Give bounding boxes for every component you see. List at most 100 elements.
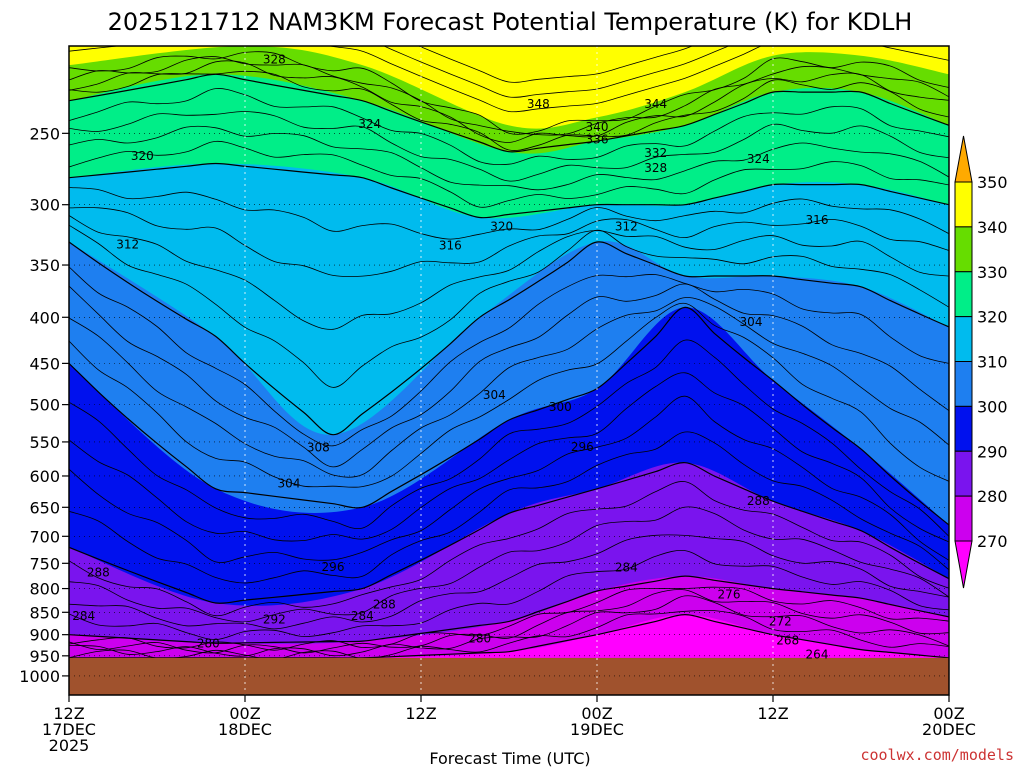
contour-label-336: 336 <box>586 133 609 147</box>
y-tick-label-300: 300 <box>29 196 60 215</box>
y-tick-label-750: 750 <box>29 554 60 573</box>
chart-title: 2025121712 NAM3KM Forecast Potential Tem… <box>108 8 913 36</box>
contour-276 <box>69 589 949 654</box>
contour-label-296: 296 <box>322 560 345 574</box>
contour-label-304: 304 <box>483 388 506 402</box>
x-tick-label-0-2: 2025 <box>49 736 90 755</box>
contour-label-328: 328 <box>644 161 667 175</box>
contour-318 <box>69 187 949 240</box>
contour-label-288: 288 <box>87 566 110 580</box>
contour-320 <box>69 162 949 219</box>
contour-310 <box>69 241 949 436</box>
y-tick-label-500: 500 <box>29 396 60 415</box>
contour-label-284: 284 <box>72 609 95 623</box>
contour-288 <box>69 481 949 617</box>
colorbar-label-310: 310 <box>977 353 1008 372</box>
y-tick-label-250: 250 <box>29 124 60 143</box>
y-tick-label-800: 800 <box>29 580 60 599</box>
contour-label-304: 304 <box>278 477 301 491</box>
contour-272 <box>69 609 949 660</box>
contour-label-324: 324 <box>358 117 381 131</box>
contour-280 <box>69 575 949 644</box>
contour-label-280: 280 <box>197 637 220 651</box>
contour-296 <box>69 372 949 543</box>
x-tick-label-36-0: 00Z <box>581 704 612 723</box>
contour-label-344: 344 <box>644 97 667 111</box>
contour-label-312: 312 <box>615 219 638 233</box>
y-tick-label-700: 700 <box>29 527 60 546</box>
contour-282 <box>69 549 949 640</box>
contour-label-316: 316 <box>806 213 829 227</box>
contour-294 <box>69 395 949 563</box>
x-tick-label-60-1: 20DEC <box>922 720 976 739</box>
colorbar-segment-290 <box>954 405 973 452</box>
plot-frame <box>68 45 950 696</box>
contour-label-284: 284 <box>615 560 638 574</box>
colorbar-label-350: 350 <box>977 173 1008 192</box>
colorbar-below-triangle <box>954 540 973 589</box>
contour-label-276: 276 <box>718 587 741 601</box>
contour-302 <box>69 302 949 488</box>
y-tick-label-650: 650 <box>29 498 60 517</box>
contour-label-296: 296 <box>571 440 594 454</box>
colorbar-segment-320 <box>954 271 973 318</box>
contour-336 <box>69 56 949 136</box>
credit-text[interactable]: coolwx.com/models <box>860 746 1014 764</box>
contour-label-288: 288 <box>747 494 770 508</box>
contour-308 <box>69 266 949 447</box>
y-tick-label-450: 450 <box>29 354 60 373</box>
contour-label-328: 328 <box>263 52 286 66</box>
y-tick-label-850: 850 <box>29 603 60 622</box>
y-tick-label-1000: 1000 <box>19 667 60 686</box>
contour-322 <box>69 140 949 208</box>
x-tick-label-0-0: 12Z <box>53 704 84 723</box>
x-tick-label-12-0: 00Z <box>229 704 260 723</box>
contour-label-348: 348 <box>527 97 550 111</box>
contour-label-320: 320 <box>131 149 154 163</box>
contour-284 <box>69 534 949 630</box>
contour-label-304: 304 <box>740 315 763 329</box>
colorbar-above-triangle <box>954 135 973 183</box>
contour-label-312: 312 <box>116 237 139 251</box>
y-tick-label-400: 400 <box>29 308 60 327</box>
colorbar-label-290: 290 <box>977 442 1008 461</box>
contour-324 <box>69 125 949 191</box>
y-tick-label-950: 950 <box>29 647 60 666</box>
contour-label-292: 292 <box>263 613 286 627</box>
x-tick-label-36-1: 19DEC <box>570 720 624 739</box>
contour-346 <box>417 46 694 83</box>
contour-342 <box>69 46 949 113</box>
colorbar-label-270: 270 <box>977 532 1008 551</box>
contour-label-332: 332 <box>644 146 667 160</box>
contour-306 <box>69 283 949 468</box>
contour-304 <box>69 297 949 478</box>
contour-328 <box>69 88 949 166</box>
contour-314 <box>69 215 949 330</box>
contour-344 <box>383 46 949 98</box>
colorbar-segment-280 <box>954 450 973 497</box>
contour-label-340: 340 <box>586 120 609 134</box>
colorbar-segment-270 <box>954 495 973 542</box>
contour-label-320: 320 <box>490 219 513 233</box>
contour-label-308: 308 <box>307 441 330 455</box>
colorbar-segment-310 <box>954 316 973 362</box>
colorbar-label-340: 340 <box>977 218 1008 237</box>
contour-label-280: 280 <box>468 632 491 646</box>
x-tick-label-0-1: 17DEC <box>42 720 96 739</box>
contour-label-300: 300 <box>549 400 572 414</box>
colorbar-segment-300 <box>954 361 973 407</box>
colorbar-label-330: 330 <box>977 263 1008 282</box>
x-axis-label: Forecast Time (UTC) <box>429 749 590 768</box>
y-tick-label-550: 550 <box>29 433 60 452</box>
contour-312 <box>69 224 949 388</box>
colorbar-segment-340 <box>954 181 973 228</box>
contour-326 <box>69 111 949 182</box>
contour-label-324: 324 <box>747 152 770 166</box>
contour-label-284: 284 <box>351 609 374 623</box>
colorbar-label-280: 280 <box>977 487 1008 506</box>
colorbar-segment-330 <box>954 226 973 273</box>
contour-300 <box>69 306 949 526</box>
contour-298 <box>69 339 949 537</box>
contour-334 <box>69 60 949 143</box>
